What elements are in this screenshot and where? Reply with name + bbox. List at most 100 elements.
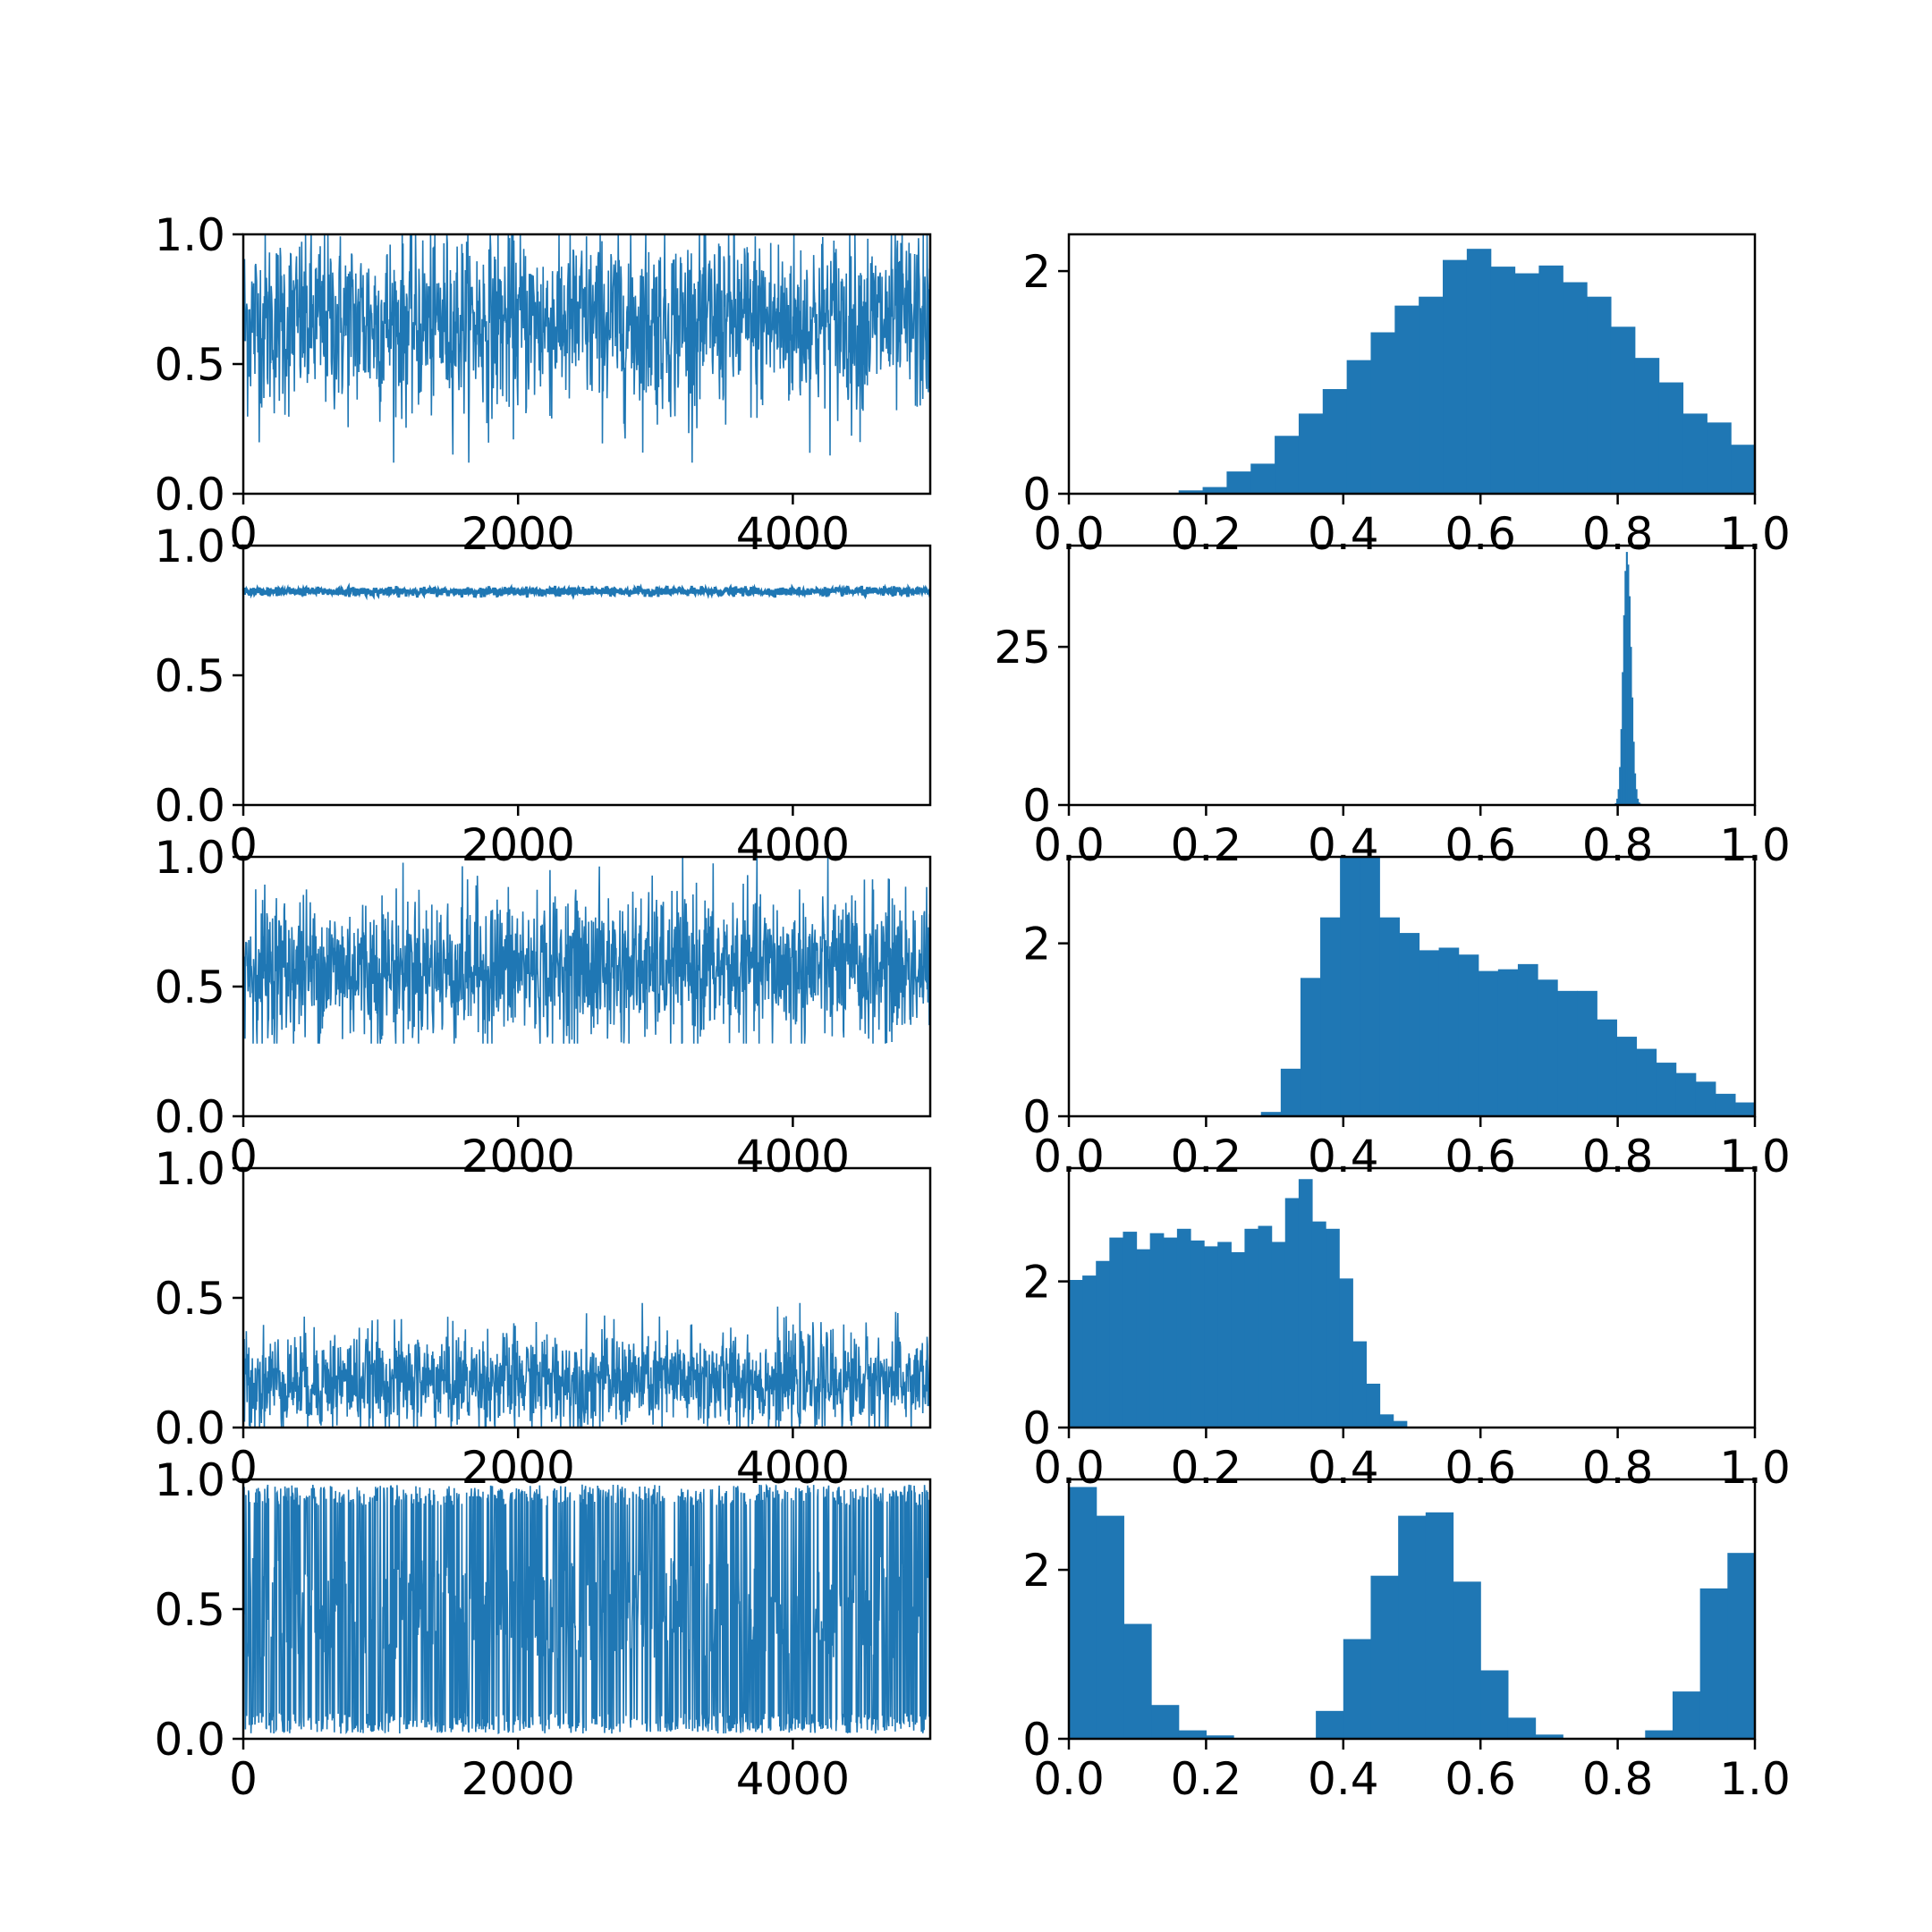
trace-4-series-line [242, 1302, 931, 1428]
hist-4-bar [1258, 1225, 1273, 1428]
hist-1-bar [1634, 358, 1660, 494]
trace-3-xtick-label: 2000 [462, 1131, 575, 1182]
hist-1-bar [1466, 249, 1492, 494]
hist-1-bar [1658, 382, 1684, 494]
hist-3-bar [1300, 978, 1321, 1116]
trace-3-ytick-label: 0.0 [154, 1091, 225, 1143]
trace-2-series-line [242, 582, 931, 601]
hist-1-frame [1067, 233, 1757, 496]
hist-5-xtick-label: 0.4 [1308, 1753, 1379, 1805]
hist-3-bar [1478, 970, 1499, 1116]
trace-5-series-line [242, 1483, 931, 1735]
trace-2-ytick-label: 0.5 [154, 650, 225, 702]
hist-1-bar [1346, 360, 1372, 494]
hist-2-bar [1632, 741, 1635, 805]
hist-5-bar [1069, 1487, 1097, 1739]
hist-1-bar [1394, 305, 1419, 494]
hist-1-bar [1419, 296, 1444, 494]
hist-3-bar [1379, 917, 1400, 1116]
hist-4-bar [1326, 1228, 1340, 1428]
hist-3-bar [1715, 1093, 1736, 1116]
hist-3-bar [1734, 1102, 1756, 1116]
hist-5-bar [1316, 1710, 1344, 1739]
hist-1: 0.0 0.2 0.4 0.6 0.8 1.002 [1022, 233, 1791, 560]
hist-1-bar [1731, 445, 1756, 494]
hist-5-frame [1067, 1478, 1757, 1741]
hist-2-bar [1625, 552, 1628, 805]
hist-3-bar [1695, 1081, 1716, 1116]
hist-3-bar [1360, 857, 1380, 1116]
trace-3-ytick-label: 1.0 [154, 832, 225, 884]
hist-4: 0.0 0.2 0.4 0.6 0.8 1.002 [1022, 1166, 1791, 1494]
trace-4-xtick-label: 2000 [462, 1442, 575, 1494]
hist-5-bar [1370, 1575, 1399, 1739]
hist-2-ytick-label: 0 [1022, 780, 1051, 832]
hist-4-bar [1217, 1241, 1232, 1428]
hist-4-bar [1136, 1249, 1151, 1428]
hist-4-bar [1339, 1278, 1353, 1428]
hist-2-bar [1623, 614, 1625, 805]
hist-1-bar [1490, 267, 1516, 494]
hist-2-bar [1624, 571, 1627, 805]
hist-1-bar [1275, 436, 1300, 494]
hist-4-bar [1393, 1420, 1408, 1428]
hist-3-bar [1675, 1072, 1697, 1116]
hist-5-bar [1096, 1515, 1124, 1739]
hist-4-bar [1176, 1228, 1191, 1428]
hist-1-ytick-label: 0 [1022, 469, 1051, 521]
hist-3-frame [1067, 855, 1757, 1118]
hist-3-ytick-label: 2 [1022, 919, 1051, 970]
hist-2-bar [1630, 647, 1632, 805]
hist-3-bar [1280, 1068, 1301, 1116]
hist-2-bar [1638, 802, 1640, 805]
hist-1-bar [1322, 389, 1348, 494]
hist-5-xtick-label: 0.6 [1445, 1753, 1516, 1805]
hist-2-bar [1635, 789, 1638, 805]
hist-5-bar [1507, 1717, 1537, 1739]
hist-4-frame [1067, 1166, 1757, 1429]
hist-3-bar [1340, 857, 1360, 1116]
hist-4-bar [1284, 1198, 1300, 1428]
trace-5-ytick-label: 1.0 [154, 1454, 225, 1506]
hist-5-bar [1178, 1730, 1207, 1739]
hist-1-bar [1443, 259, 1468, 494]
hist-3-bar [1538, 979, 1558, 1116]
trace-1-frame [242, 233, 932, 496]
hist-3-bar [1616, 1037, 1638, 1116]
hist-4-xtick-label: 0.8 [1582, 1442, 1654, 1494]
hist-5-bar [1123, 1623, 1152, 1739]
trace-4-ytick-label: 0.0 [154, 1402, 225, 1454]
hist-4-bar [1096, 1260, 1110, 1428]
trace-5-frame [242, 1478, 932, 1741]
hist-2-bar [1620, 729, 1623, 805]
hist-4-bar [1109, 1237, 1124, 1428]
hist-2-bar [1627, 564, 1630, 805]
hist-3-bar [1557, 990, 1578, 1116]
trace-3-xtick-label: 4000 [736, 1131, 850, 1182]
trace-5-ytick-label: 0.5 [154, 1584, 225, 1636]
hist-5-bar [1398, 1515, 1427, 1739]
hist-5-bar [1206, 1735, 1234, 1739]
hist-3-bar [1260, 1112, 1282, 1116]
hist-1-bar [1202, 487, 1228, 494]
hist-2-frame [1067, 544, 1757, 807]
trace-2-xtick-label: 2000 [462, 819, 575, 871]
hist-4-bar [1244, 1228, 1259, 1428]
hist-3-bar [1497, 969, 1519, 1116]
hist-4-xtick-label: 0.4 [1308, 1442, 1379, 1494]
trace-3-frame [242, 855, 932, 1118]
hist-3-bar [1458, 954, 1479, 1116]
hist-3-bar [1438, 947, 1460, 1116]
trace-5-xtick-label: 2000 [462, 1753, 575, 1805]
hist-5: 0.0 0.2 0.4 0.6 0.8 1.0 0 2 [1022, 1478, 1791, 1805]
hist-2-bar [1634, 773, 1637, 805]
hist-1-bar [1370, 332, 1395, 494]
hist-4-ytick-label: 2 [1022, 1257, 1051, 1309]
hist-2-xtick-label: 0.8 [1582, 819, 1654, 871]
hist-1-ytick-label: 2 [1022, 246, 1051, 298]
hist-5-ytick-label: 0 [1022, 1714, 1051, 1766]
hist-2-bar [1622, 672, 1624, 805]
trace-1-series-line [242, 233, 931, 463]
